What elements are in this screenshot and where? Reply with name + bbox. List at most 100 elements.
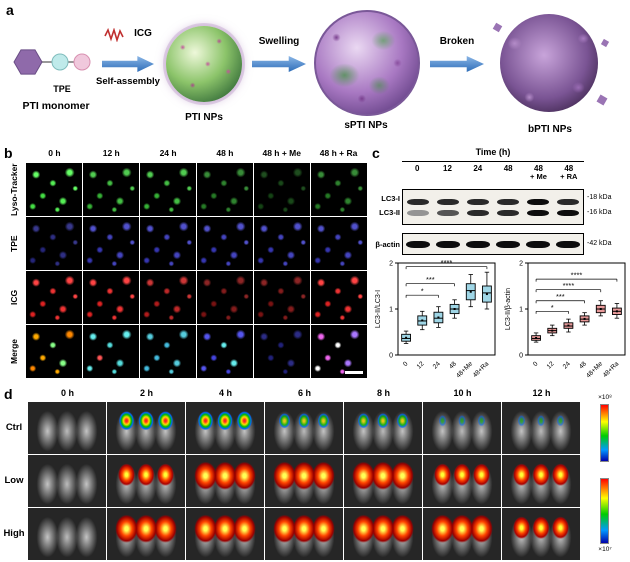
ivis-image-cell xyxy=(423,508,501,560)
lane-header: 12 xyxy=(443,164,452,173)
blot-band xyxy=(406,240,430,248)
panel-d-column-headers: 0 h 2 h 4 h 6 h 8 h 10 h 12 h xyxy=(28,388,581,398)
beta-actin-label: β-actin xyxy=(375,240,400,249)
micrograph-cell xyxy=(311,271,367,324)
ivis-image-cell xyxy=(265,455,343,507)
svg-text:*: * xyxy=(421,287,424,296)
column-header-6h: 6 h xyxy=(297,388,311,398)
ivis-image-cell xyxy=(107,402,185,454)
column-header-48h-me: 48 h + Me xyxy=(262,148,301,158)
ivis-image-cell xyxy=(186,455,264,507)
blot-lane xyxy=(523,190,553,224)
row-label-icg: ICG xyxy=(9,289,19,306)
colorbar-ctrl xyxy=(600,404,609,462)
micrograph-cell-merge xyxy=(83,325,139,378)
ivis-image-cell xyxy=(502,455,580,507)
tpe-hexagon-icon xyxy=(13,49,43,75)
ivis-image-cell xyxy=(107,455,185,507)
time-header-line xyxy=(402,161,584,162)
lane-header: 24 xyxy=(473,164,483,173)
panel-a-label: a xyxy=(6,2,14,18)
kda-16-label: -16 kDa xyxy=(587,209,612,216)
svg-text:LC3-II/β-actin: LC3-II/β-actin xyxy=(505,288,512,330)
svg-text:48: 48 xyxy=(448,360,458,370)
micrograph-cell xyxy=(83,271,139,324)
broken-arrow-icon xyxy=(430,56,484,72)
blot-lane xyxy=(553,190,583,224)
fragment-icon xyxy=(596,94,608,106)
ivis-image-cell xyxy=(344,455,422,507)
lane-header: 0 xyxy=(414,164,420,173)
blot-band xyxy=(466,240,490,248)
ivis-image-cell xyxy=(265,508,343,560)
ivis-image-cell xyxy=(265,402,343,454)
colorbar-dose xyxy=(600,478,609,544)
ivis-image-cell xyxy=(344,402,422,454)
micrograph-cell-merge xyxy=(254,325,310,378)
ivis-image-cell xyxy=(423,455,501,507)
blot-band xyxy=(407,198,429,205)
micrograph-cell-merge xyxy=(26,325,82,378)
svg-text:LC3-II/LC3-I: LC3-II/LC3-I xyxy=(375,290,382,328)
micrograph-cell xyxy=(311,163,367,216)
ivis-image-cell xyxy=(28,402,106,454)
micrograph-cell xyxy=(254,217,310,270)
tpe-label: TPE xyxy=(53,84,71,94)
column-header-8h: 8 h xyxy=(376,388,390,398)
lc3-blot xyxy=(402,189,584,225)
self-assembly-arrow-icon xyxy=(102,56,154,72)
micrograph-cell xyxy=(140,271,196,324)
blot-band xyxy=(407,209,429,216)
micrograph-cell xyxy=(197,163,253,216)
swelling-arrow-icon xyxy=(252,56,306,72)
ivis-image-cell xyxy=(344,508,422,560)
blot-lane xyxy=(433,190,463,224)
pti-nps-label: PTI NPs xyxy=(185,112,223,123)
svg-text:12: 12 xyxy=(416,360,426,370)
svg-text:***: *** xyxy=(426,275,435,284)
column-header-24h: 24 h xyxy=(159,148,177,158)
row-label-tpe: TPE xyxy=(9,235,19,252)
pti-nps-sphere xyxy=(166,26,242,102)
blot-lane xyxy=(493,190,523,224)
micrograph-cell xyxy=(26,217,82,270)
icg-molecule-icon xyxy=(104,28,124,42)
lc3-i-label: LC3-I xyxy=(381,194,400,203)
spti-nps-label: sPTI NPs xyxy=(344,120,388,131)
blot-band xyxy=(526,240,550,248)
column-header-48h-ra: 48 h + Ra xyxy=(319,148,358,158)
svg-text:24: 24 xyxy=(432,360,442,370)
lane-header: 48 + RA xyxy=(560,164,578,182)
blot-lane xyxy=(403,234,433,254)
column-header-48h: 48 h xyxy=(216,148,234,158)
svg-text:24: 24 xyxy=(562,360,572,370)
tpe-circle-icon xyxy=(73,53,91,71)
ivis-imaging-grid xyxy=(28,402,580,560)
row-label-high: High xyxy=(3,528,25,539)
blot-band xyxy=(557,198,579,205)
column-header-0h: 0 h xyxy=(60,388,74,398)
column-header-12h: 12 h xyxy=(102,148,120,158)
fragment-icon xyxy=(492,22,503,33)
blot-lane xyxy=(553,234,583,254)
micrograph-cell xyxy=(254,271,310,324)
ivis-image-cell xyxy=(107,508,185,560)
svg-text:48+Ra: 48+Ra xyxy=(472,360,491,379)
ivis-image-cell xyxy=(28,508,106,560)
svg-text:48+Me: 48+Me xyxy=(455,360,474,379)
blot-band xyxy=(437,209,459,216)
micrograph-cell xyxy=(254,163,310,216)
svg-text:1: 1 xyxy=(389,307,393,314)
pti-monomer-label: PTI monomer xyxy=(22,100,90,112)
svg-text:0: 0 xyxy=(402,360,410,368)
column-header-0h: 0 h xyxy=(48,148,61,158)
blot-band xyxy=(497,209,519,216)
svg-text:48+Me: 48+Me xyxy=(585,360,604,379)
column-header-4h: 4 h xyxy=(218,388,232,398)
blot-band xyxy=(527,209,549,216)
panel-d-label: d xyxy=(4,386,13,402)
micrograph-cell xyxy=(26,163,82,216)
panel-c-western-blot: Time (h) 0 12 24 48 48 + Me 48 + RA LC3-I … xyxy=(372,145,630,385)
